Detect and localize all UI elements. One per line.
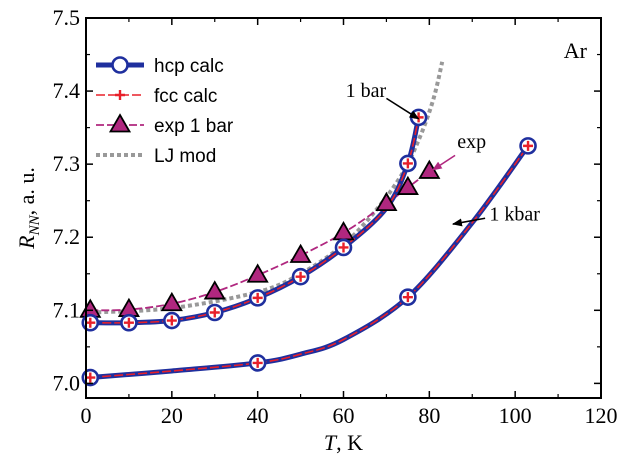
- x-tick-label: 20: [161, 403, 183, 428]
- legend-swatch-marker: [111, 56, 129, 74]
- data-point-exp-1-bar: [332, 221, 355, 241]
- annotation-label: 1 bar: [346, 80, 387, 102]
- data-point-fcc-calc: [252, 292, 263, 303]
- x-tick-label: 60: [333, 403, 355, 428]
- data-point-exp-1-bar: [246, 263, 269, 283]
- data-point-exp-1-bar: [375, 191, 398, 212]
- series-line-fcc-calc: [90, 117, 420, 324]
- data-point-fcc-calc: [123, 317, 134, 328]
- annotation-label: 1 kbar: [489, 203, 540, 225]
- ticks-layer: 0 20 40 60 80 100 120 7.0 7.1 7.2 7.3 7.4 7.5: [53, 5, 618, 428]
- legend-label: fcc calc: [154, 86, 217, 107]
- data-point-exp-1-bar: [396, 175, 419, 195]
- annotation-arrow: [431, 154, 456, 171]
- data-point-exp-1-bar: [418, 159, 441, 179]
- x-tick-label: 100: [499, 403, 532, 428]
- x-tick-label: 40: [247, 403, 269, 428]
- y-axis-var: R: [14, 235, 39, 250]
- series-line-lj-mod: [90, 61, 445, 315]
- panel-label: Ar: [564, 38, 588, 63]
- y-tick-label: 7.1: [53, 297, 81, 322]
- legend-swatch-marker: [108, 113, 132, 133]
- x-axis-var: T: [324, 430, 338, 455]
- annotations-layer: 1 bar exp 1 kbar: [346, 80, 540, 227]
- data-point-fcc-calc: [523, 140, 534, 151]
- legend-label: exp 1 bar: [154, 116, 234, 137]
- data-point-fcc-calc: [166, 315, 177, 326]
- y-axis-sub: NN: [27, 214, 43, 236]
- y-axis-title: RNN, a. u.: [14, 167, 43, 250]
- x-tick-label: 0: [81, 403, 92, 428]
- annotation-arrow: [451, 217, 486, 227]
- y-tick-label: 7.0: [53, 370, 81, 395]
- x-axis-title: T, K: [324, 430, 363, 455]
- data-point-exp-1-bar: [203, 280, 226, 300]
- legend-label: hcp calc: [154, 56, 224, 77]
- data-point-fcc-calc: [338, 242, 349, 253]
- x-tick-label: 120: [585, 403, 618, 428]
- markers-layer: [79, 108, 537, 387]
- data-point-exp-1-bar: [289, 243, 312, 263]
- data-point-fcc-calc: [402, 292, 413, 303]
- y-tick-label: 7.5: [53, 5, 81, 30]
- data-point-fcc-calc: [402, 158, 413, 169]
- x-axis-unit: , K: [336, 430, 363, 455]
- y-axis-unit: , a. u.: [14, 167, 39, 215]
- legend: hcp calc fcc calc exp 1 bar LJ mod: [96, 56, 234, 167]
- curves-layer: [90, 61, 531, 380]
- annotation-arrow: [385, 97, 420, 120]
- x-tick-label: 80: [418, 403, 440, 428]
- y-tick-label: 7.3: [53, 151, 81, 176]
- legend-swatch-marker: [115, 90, 125, 100]
- y-tick-label: 7.2: [53, 224, 81, 249]
- data-point-fcc-calc: [295, 271, 306, 282]
- y-tick-label: 7.4: [53, 78, 81, 103]
- data-point-fcc-calc: [209, 307, 220, 318]
- data-point-exp-1-bar: [117, 297, 140, 317]
- series-line-fcc-calc: [90, 145, 529, 379]
- data-point-fcc-calc: [252, 357, 263, 368]
- annotation-label: exp: [457, 131, 486, 153]
- data-point-exp-1-bar: [160, 291, 183, 312]
- legend-label: LJ mod: [154, 146, 216, 167]
